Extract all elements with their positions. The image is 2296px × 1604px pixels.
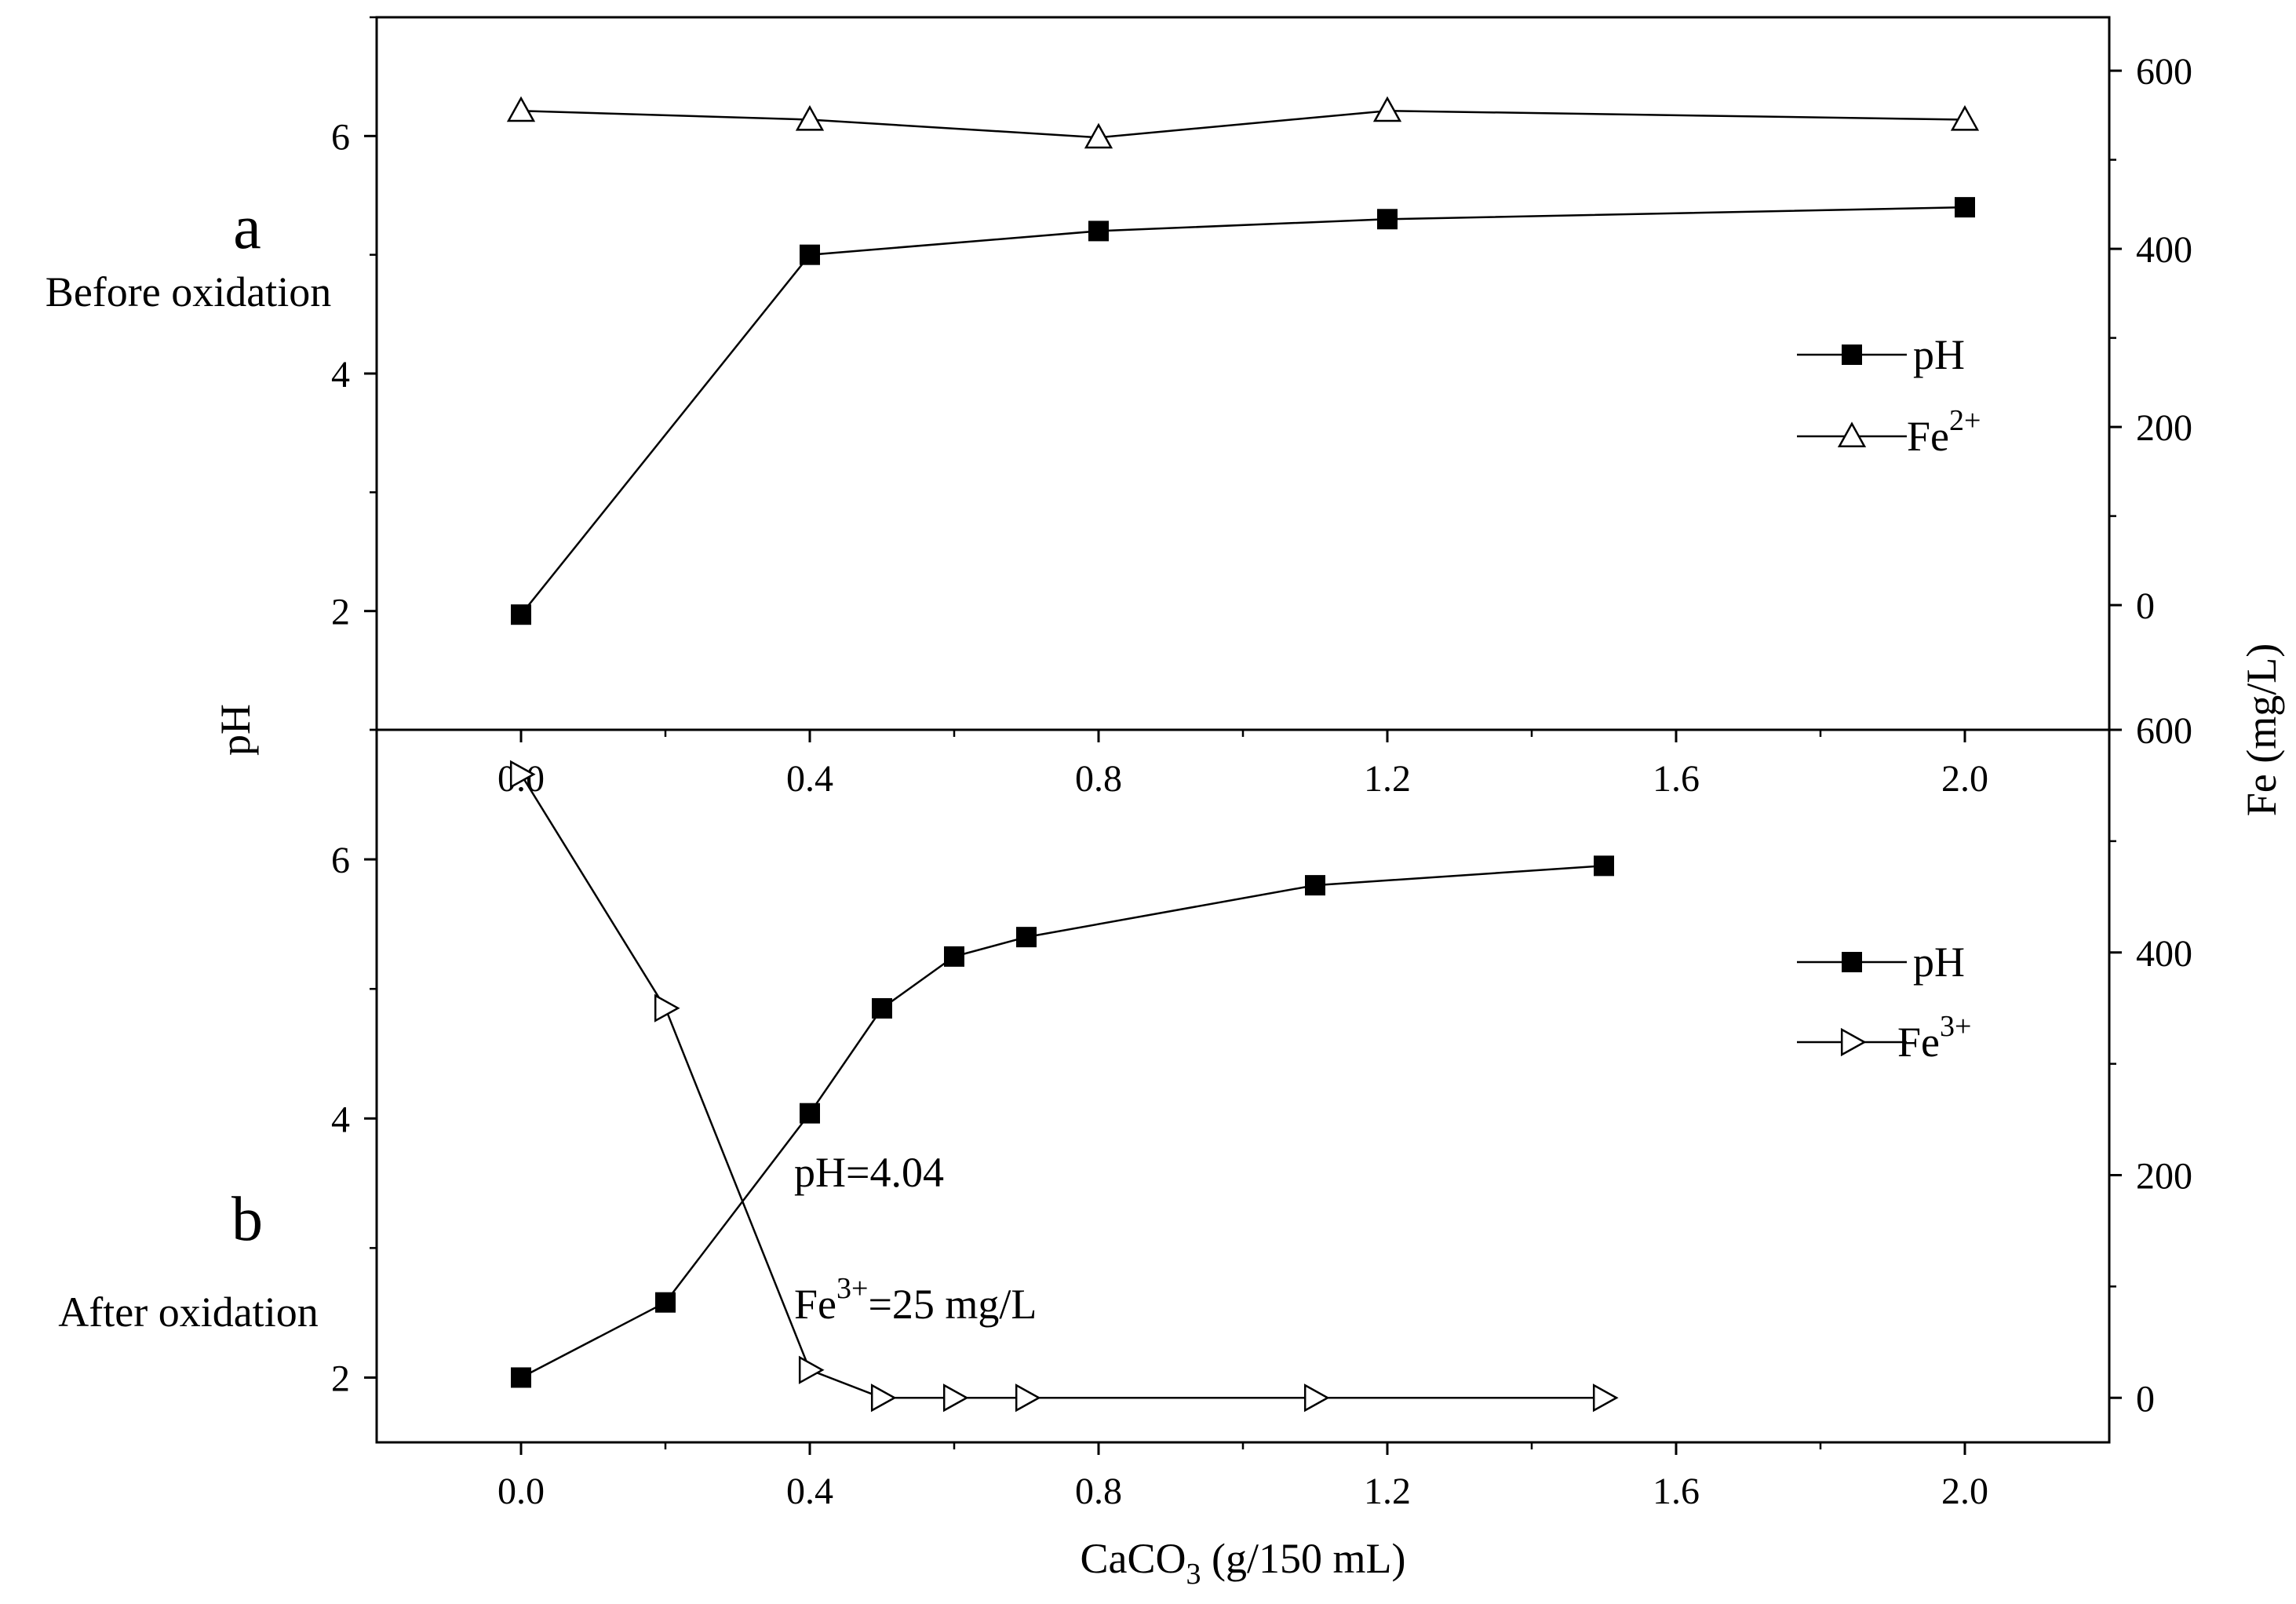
panel-b-x-tick-label: 0.0 [497,1471,545,1512]
panel-a-y-right-tick-label: 600 [2136,51,2192,93]
annotation-fe3: Fe3+=25 mg/L [794,1272,1037,1328]
panel-b-y-right-tick-label: 0 [2136,1378,2155,1420]
panel-b-series-fe-line [519,774,1604,1399]
legend-a-marker-ph [1842,344,1862,365]
legend-a-fe-label: Fe2+ [1907,404,1981,460]
panel-b-y-left-tick-label: 6 [331,840,350,881]
panel-a-ph-point [1377,209,1398,230]
panel-b-x-tick-label: 2.0 [1941,1471,1988,1512]
panel-b-series-ph-line [520,865,1605,1379]
legend-b-marker-fe [1840,1027,1867,1057]
panel-b-fe-point [1015,1383,1041,1413]
x-axis-title: CaCO3 (g/150 mL) [1081,1535,1406,1591]
panel-b-fe-point [509,760,536,789]
panel-a-x-tick-label: 1.6 [1653,758,1700,800]
panel-b-fe-point [798,1355,825,1384]
legend-b-marker-ph [1842,952,1862,972]
panel-a-fe-point [795,104,825,131]
panel-a-series-ph-line [520,206,1966,615]
panel-b-fe-point [870,1383,897,1413]
panel-b-y-left-tick-label: 4 [331,1099,350,1140]
panel-a-series-fe-line [520,109,1966,139]
panel-b-description: After oxidation [58,1289,318,1336]
panel-a-legend: pH Fe2+ [1907,331,1981,460]
panel-b-y-right-tick-label: 600 [2136,710,2192,752]
panel-b-ph-point [1594,855,1614,877]
panel-a-ph-point [800,244,820,265]
panel-b-x-tick-label: 1.6 [1653,1471,1700,1512]
panel-a-x-tick-label: 2.0 [1941,758,1988,800]
annotation-ph: pH=4.04 [794,1149,944,1196]
panel-b-ph-point [1016,927,1037,948]
legend-b-ph-label: pH [1913,939,1965,986]
panel-b-y-left-tick-label: 2 [331,1358,350,1399]
panel-b-fe-point [1303,1383,1330,1413]
panel-b-legend: pH Fe3+ [1897,939,1971,1066]
panel-b-fe-point [654,993,680,1023]
panel-b-ph-point [1305,875,1325,896]
panel-a-letter: a [233,193,261,262]
panel-b-y-right-tick-label: 200 [2136,1156,2192,1198]
panel-b-x-tick-label: 0.8 [1075,1471,1122,1512]
panel-a-y-left-tick-label: 2 [331,592,350,633]
panel-a-ph-point [511,604,531,625]
panel-b-x-tick-label: 0.4 [786,1471,833,1512]
panel-a-x-tick-label: 0.4 [786,758,833,800]
panel-a-ph-point [1088,221,1109,242]
panel-a-y-right-tick-label: 0 [2136,585,2155,627]
panel-a-x-tick-label: 0.8 [1075,758,1122,800]
panel-b-fe-point [942,1383,969,1413]
panel-a-y-right-tick-label: 200 [2136,407,2192,449]
panel-b-ph-point [511,1367,531,1388]
panel-a-fe-point [1950,104,1980,131]
panel-b-ph-point [800,1103,820,1124]
legend-b-fe-label: Fe3+ [1897,1010,1971,1066]
panel-a-fe-point [1084,122,1113,149]
panel-b-ph-point [944,946,964,967]
legend-a-ph-label: pH [1913,331,1965,378]
y-axis-right-title: Fe (mg/L) [2238,643,2285,816]
y-axis-left-title: pH [212,704,259,756]
panel-a-y-right-tick-label: 400 [2136,229,2192,271]
panel-b-ph-point [655,1292,676,1313]
panel-a-fe-point [506,96,536,122]
panel-b-ph-point [872,997,892,1019]
panel-b-letter: b [231,1185,263,1254]
panel-b-y-right-tick-label: 400 [2136,933,2192,975]
panel-a-description: Before oxidation [46,268,331,315]
panel-a-y-left-tick-label: 6 [331,116,350,158]
panel-b-x-tick-label: 1.2 [1364,1471,1411,1512]
panel-b-frame [375,728,2111,1444]
panel-a-y-left-tick-label: 4 [331,354,350,396]
panel-b-fe-point [1592,1383,1619,1413]
panel-a-ph-point [1955,197,1975,218]
panel-a-fe-point [1372,96,1402,122]
panel-a-x-tick-label: 1.2 [1364,758,1411,800]
legend-a-marker-fe [1837,421,1867,448]
